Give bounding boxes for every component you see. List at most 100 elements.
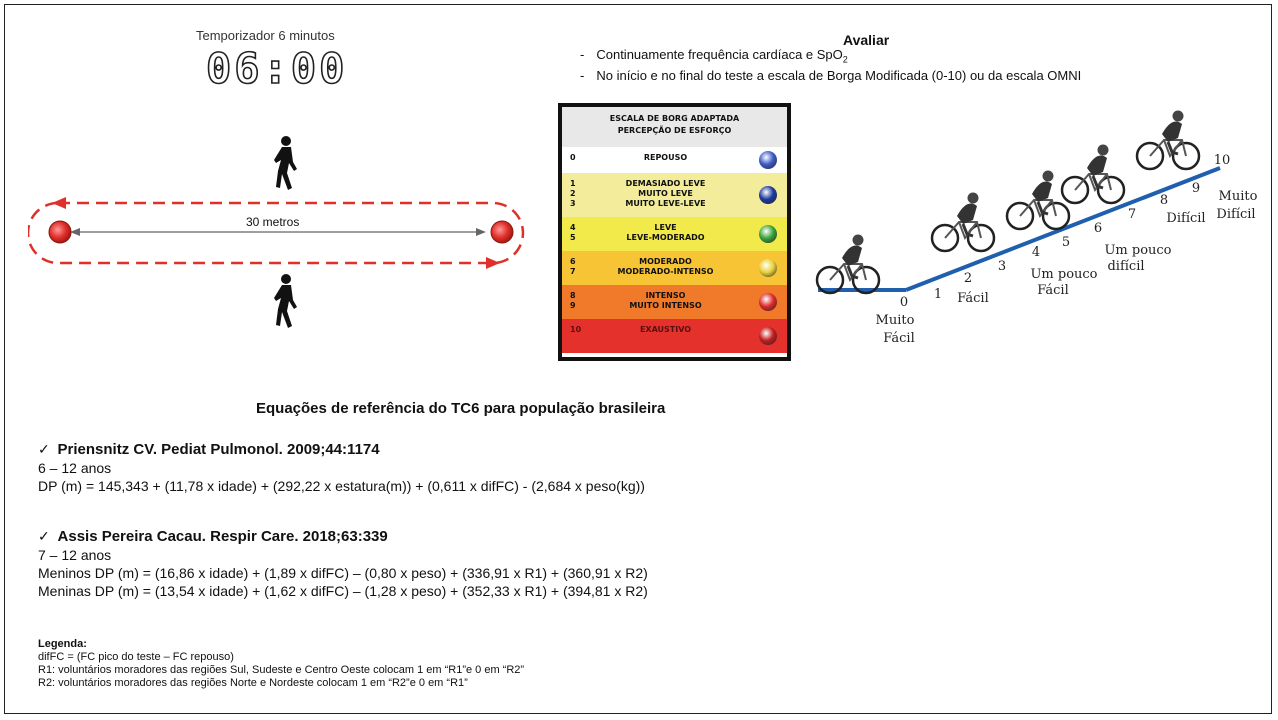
- omni-label-10: Difícil: [1216, 207, 1255, 222]
- reference-2-formula-boys: Meninos DP (m) = (16,86 x idade) + (1,89…: [38, 565, 648, 581]
- borg-scale-title: ESCALA DE BORG ADAPTADA PERCEPÇÃO DE ESF…: [562, 107, 787, 147]
- timer-label: Temporizador 6 minutos: [196, 28, 335, 43]
- borg-band-4: 8 9 INTENSO MUITO INTENSO: [562, 285, 787, 319]
- cyclist-icon: [815, 234, 881, 295]
- distance-label: 30 metros: [246, 215, 300, 229]
- borg-label: MUITO INTENSO: [629, 301, 702, 310]
- cyclist-icon: [1005, 170, 1071, 231]
- borg-number: 8: [570, 291, 576, 300]
- omni-number-5: 5: [1062, 235, 1070, 250]
- borg-band-5: 10 EXAUSTIVO: [562, 319, 787, 353]
- omni-number-1: 1: [934, 287, 942, 302]
- timer-display: 06:00: [205, 43, 348, 94]
- borg-band-1: 1 2 3 DEMASIADO LEVE MUITO LEVE MUITO LEVE-LE…: [562, 173, 787, 217]
- cone-left: [48, 220, 72, 244]
- omni-number-0: 0: [900, 295, 908, 310]
- loop-arrow-top: [52, 197, 66, 209]
- omni-label-0: Fácil: [883, 331, 914, 346]
- face-icon: [759, 151, 777, 169]
- omni-label-6: difícil: [1107, 259, 1144, 274]
- borg-label: MUITO LEVE: [638, 189, 693, 198]
- borg-label: MODERADO: [639, 257, 692, 266]
- borg-number: 0: [570, 153, 576, 162]
- borg-label: REPOUSO: [643, 153, 688, 162]
- borg-band-0: 0 REPOUSO: [562, 147, 787, 173]
- borg-band-labels: LEVE LEVE-MODERADO: [584, 223, 747, 243]
- loop-arrow-bottom: [486, 257, 500, 269]
- omni-number-9: 9: [1192, 181, 1200, 196]
- face-icon: [759, 259, 777, 277]
- omni-label-0: Muito: [876, 313, 915, 328]
- reference-1-age: 6 – 12 anos: [38, 460, 112, 476]
- reference-2-formula-girls: Meninas DP (m) = (13,54 x idade) + (1,62…: [38, 583, 648, 599]
- reference-1-title: Priensnitz CV. Pediat Pulmonol. 2009;44:…: [57, 441, 380, 458]
- borg-number: 6: [570, 257, 576, 266]
- figure-frame: [4, 4, 1272, 714]
- omni-number-7: 7: [1128, 207, 1136, 222]
- omni-number-2: 2: [964, 271, 972, 286]
- evaluate-item-1: Continuamente frequência cardíaca e SpO2: [580, 47, 1081, 68]
- reference-2: ✓ Assis Pereira Cacau. Respir Care. 2018…: [38, 527, 648, 600]
- face-icon: [759, 293, 777, 311]
- borg-number: 10: [570, 325, 582, 334]
- borg-band-numbers: 0: [570, 153, 576, 163]
- omni-number-6: 6: [1094, 221, 1102, 236]
- reference-2-age: 7 – 12 anos: [38, 547, 112, 563]
- borg-label: EXAUSTIVO: [639, 325, 692, 334]
- borg-label: LEVE-MODERADO: [626, 233, 705, 242]
- legend-line-1: difFC = (FC pico do teste – FC repouso): [38, 651, 234, 663]
- borg-number: 7: [570, 267, 576, 276]
- face-icon: [759, 327, 777, 345]
- face-icon: [759, 225, 777, 243]
- walker-icon-top: [274, 136, 297, 190]
- borg-number: 3: [570, 199, 576, 208]
- omni-label-4: Um pouco: [1030, 267, 1097, 282]
- walk-track-diagram: [28, 136, 525, 328]
- borg-label: INTENSO: [645, 291, 686, 300]
- reference-1: ✓ Priensnitz CV. Pediat Pulmonol. 2009;4…: [38, 440, 645, 495]
- borg-number: 2: [570, 189, 576, 198]
- evaluate-item-2: No início e no final do teste a escala d…: [580, 68, 1081, 84]
- borg-label: MODERADO-INTENSO: [617, 267, 714, 276]
- cyclist-icon: [930, 192, 996, 253]
- borg-band-labels: MODERADO MODERADO-INTENSO: [584, 257, 747, 277]
- borg-band-labels: EXAUSTIVO: [584, 325, 747, 335]
- borg-scale-table: ESCALA DE BORG ADAPTADA PERCEPÇÃO DE ESF…: [558, 103, 791, 361]
- borg-label: DEMASIADO LEVE: [625, 179, 706, 188]
- borg-number: 1: [570, 179, 576, 188]
- cyclist-icon: [1135, 110, 1201, 171]
- omni-number-4: 4: [1032, 245, 1040, 260]
- cone-right: [490, 220, 514, 244]
- track-loop: [28, 201, 525, 265]
- omni-number-8: 8: [1160, 193, 1168, 208]
- cyclist-icon: [1060, 144, 1126, 205]
- omni-label-8: Difícil: [1166, 211, 1205, 226]
- borg-band-labels: INTENSO MUITO INTENSO: [584, 291, 747, 311]
- walker-icon-bottom: [274, 274, 297, 328]
- legend-title: Legenda:: [38, 638, 87, 650]
- evaluate-list: Continuamente frequência cardíaca e SpO2…: [580, 47, 1081, 84]
- omni-label-4: Fácil: [1037, 283, 1068, 298]
- omni-number-3: 3: [998, 259, 1006, 274]
- legend: Legenda: difFC = (FC pico do teste – FC …: [38, 638, 524, 690]
- borg-label: MUITO LEVE-LEVE: [625, 199, 706, 208]
- evaluate-title: Avaliar: [843, 32, 890, 48]
- legend-line-2: R1: voluntários moradores das regiões Su…: [38, 664, 525, 676]
- borg-band-2: 4 5 LEVE LEVE-MODERADO: [562, 217, 787, 251]
- omni-label-2: Fácil: [957, 291, 988, 306]
- face-icon: [759, 186, 777, 204]
- legend-line-3: R2: voluntários moradores das regiões No…: [38, 677, 468, 689]
- check-icon: ✓: [38, 528, 50, 544]
- omni-label-6: Um pouco: [1104, 243, 1171, 258]
- borg-band-numbers: 10: [570, 325, 581, 335]
- check-icon: ✓: [38, 441, 50, 457]
- borg-band-labels: DEMASIADO LEVE MUITO LEVE MUITO LEVE-LEVE: [584, 179, 747, 209]
- reference-2-title: Assis Pereira Cacau. Respir Care. 2018;6…: [57, 528, 388, 545]
- reference-1-formula: DP (m) = 145,343 + (11,78 x idade) + (29…: [38, 478, 645, 494]
- omni-label-10: Muito: [1219, 189, 1258, 204]
